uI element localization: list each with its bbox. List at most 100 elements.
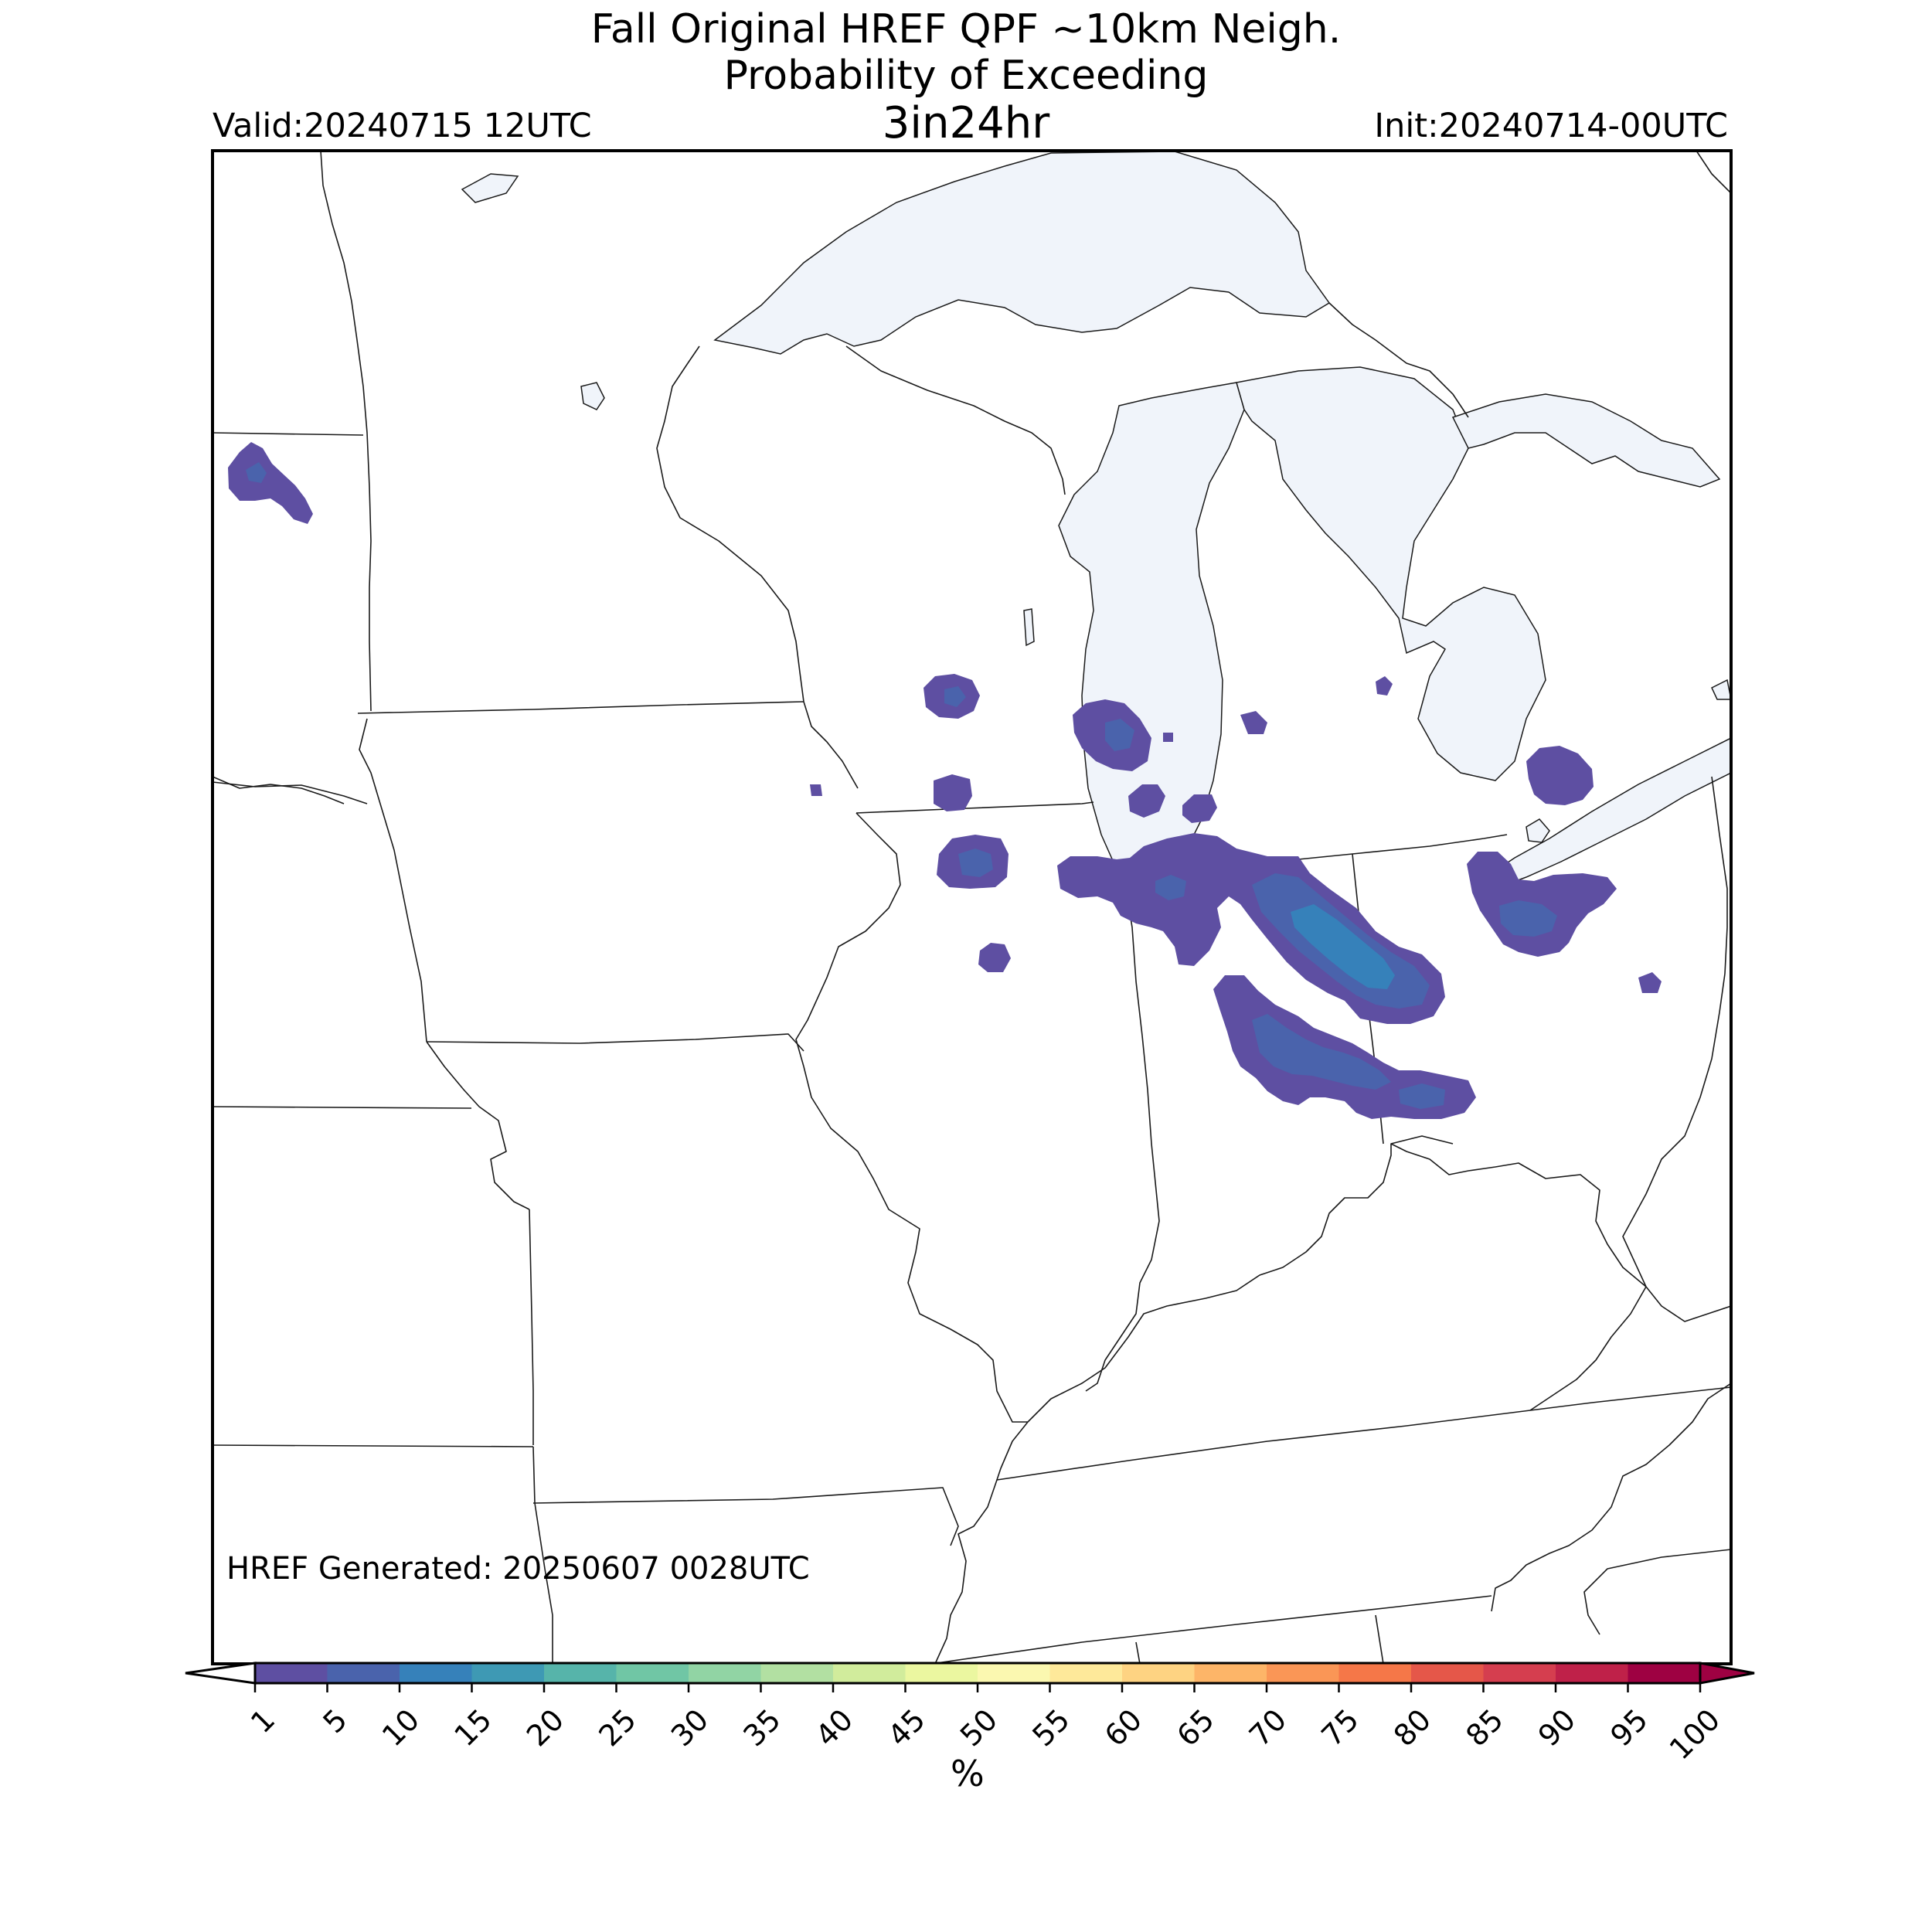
georgian-bay [1451, 393, 1721, 488]
colorbar-segment [1338, 1663, 1412, 1683]
ontario-minnesota-border [213, 776, 345, 804]
colorbar-segment [689, 1663, 761, 1683]
colorbar-tick-label: 40 [809, 1702, 859, 1753]
ohio-river [1027, 1143, 1647, 1423]
wisconsin-michigan-up-border [845, 345, 1066, 495]
colorbar-segment [400, 1663, 472, 1683]
map-title-line-3: 3in24hr [882, 98, 1050, 148]
valid-time-label: Valid:20240715 12UTC [213, 107, 592, 145]
upper-red-lake [461, 173, 519, 203]
colorbar-tick-label: 85 [1459, 1702, 1509, 1753]
colorbar-tick-label: 1 [244, 1702, 281, 1740]
kentucky-virginia-border [1529, 1286, 1647, 1411]
colorbar-segment [471, 1663, 545, 1683]
mississippi-river-south [934, 1421, 1029, 1664]
nebraska-sd-border [213, 781, 368, 804]
probability-high [1291, 904, 1395, 989]
colorbar-segment [1556, 1663, 1628, 1683]
prob-mid-wisconsin-south [958, 849, 993, 877]
lake-ontario [1711, 679, 1731, 700]
colorbar-tick-label: 50 [954, 1702, 1004, 1753]
michigan-ohio-border [1352, 834, 1508, 855]
colorbar-segment [978, 1663, 1050, 1683]
colorbar-segment [1049, 1663, 1123, 1683]
south-dakota-iowa-border [359, 718, 427, 1043]
wisconsin-illinois-border [855, 801, 1094, 814]
missouri-nebraska-border [426, 1041, 530, 1210]
colorbar-segment [1267, 1663, 1339, 1683]
colorbar-segment [905, 1663, 978, 1683]
illinois-missouri-river-border [803, 1066, 1028, 1423]
lake-huron [1236, 366, 1546, 781]
kentucky-tennessee-border [996, 1410, 1531, 1481]
prob-mid-indiana-central [1252, 1014, 1391, 1090]
prob-area-minnesota-west [228, 442, 313, 524]
prob-area-michigan-southwest-lake [1182, 794, 1217, 823]
colorbar-segment [1483, 1663, 1556, 1683]
colorbar-unit-label: % [951, 1753, 985, 1794]
colorbar-tick-label: 20 [520, 1702, 570, 1753]
colorbar-segment [616, 1663, 689, 1683]
colorbar-tick-label: 35 [736, 1702, 787, 1753]
prob-area-michigan-east-dot [1240, 711, 1267, 734]
colorbar-tick-label: 30 [665, 1702, 715, 1753]
colorbar-tick-label: 100 [1663, 1702, 1726, 1766]
colorbar-tick-label: 25 [592, 1702, 642, 1753]
state-borders [213, 151, 1731, 1664]
kentucky-west-virginia-border [1645, 1286, 1731, 1322]
colorbar-segment [760, 1663, 834, 1683]
prob-area-wi-dot-east [1163, 733, 1173, 742]
us-canada-michigan-border [1328, 302, 1469, 418]
colorbar-tick-label: 75 [1315, 1702, 1365, 1753]
colorbar-tick-label: 10 [376, 1702, 426, 1753]
prob-mid-wisconsin-lakeshore [1105, 719, 1134, 751]
prob-area-wisconsin-southeast [978, 943, 1011, 972]
lake-superior [713, 151, 1331, 355]
colorbar-segment [833, 1663, 906, 1683]
iowa-illinois-border [795, 812, 901, 1067]
map-title-line-2: Probability of Exceeding [723, 53, 1209, 99]
minnesota-wisconsin-border [656, 345, 859, 789]
prob-mid-wisconsin-central-north [944, 686, 966, 707]
prob-area-wisconsin-west-dot [810, 784, 822, 796]
lake-st-clair [1526, 818, 1550, 843]
href-generated-note: HREF Generated: 20250607 0028UTC [226, 1551, 810, 1587]
illinois-indiana-border [1085, 879, 1160, 1392]
prob-mid-indiana-east [1399, 1083, 1445, 1109]
prob-area-ontario-lakeside [1526, 746, 1594, 805]
iowa-missouri-border [426, 1033, 804, 1052]
colorbar-segment [1411, 1663, 1484, 1683]
colorbar-tick-label: 90 [1532, 1702, 1582, 1753]
minnesota-iowa-border [357, 701, 804, 714]
colorbar: 1 5 10 15 20 25 30 35 40 45 50 55 60 65 70 75 80 85 90 95 10… [185, 1662, 1755, 1766]
colorbar-segment [1194, 1663, 1267, 1683]
colorbar-tick-label: 45 [881, 1702, 931, 1753]
colorbar-tick-label: 95 [1604, 1702, 1654, 1753]
colorbar-segment [544, 1663, 617, 1683]
ohio-kentucky-east-border [1390, 1135, 1454, 1145]
colorbar-segment [255, 1663, 328, 1683]
lake-erie [1478, 737, 1731, 888]
colorbar-tick-label: 55 [1026, 1702, 1076, 1753]
probability-areas [228, 442, 1662, 1119]
south-dakota-north-dakota-border [213, 432, 364, 436]
virginia-north-carolina-border [1529, 1386, 1731, 1411]
colorbar-tick-label: 5 [316, 1702, 353, 1740]
tennessee-north-carolina-border [1491, 1383, 1731, 1612]
prob-area-indiana-central-band [1213, 975, 1476, 1119]
prob-high-illinois-indiana-core [1291, 904, 1395, 989]
colorbar-tick-label: 15 [447, 1702, 498, 1753]
north-carolina-sc-border [1583, 1549, 1731, 1635]
probability-low [228, 442, 1662, 1119]
prob-area-wisconsin-central-south [934, 774, 972, 811]
colorbar-segment [327, 1663, 400, 1683]
oklahoma-missouri-border [532, 1446, 553, 1664]
prob-mid-illinois-band-west [1155, 875, 1186, 900]
colorbar-tick-label: 60 [1098, 1702, 1148, 1753]
alabama-georgia-border [1375, 1614, 1384, 1664]
north-dakota-minnesota-border [320, 151, 372, 712]
prob-area-michigan-thumb-dot [1376, 676, 1393, 696]
prob-mid-minnesota-west [246, 462, 267, 483]
colorbar-segment [1122, 1663, 1195, 1683]
